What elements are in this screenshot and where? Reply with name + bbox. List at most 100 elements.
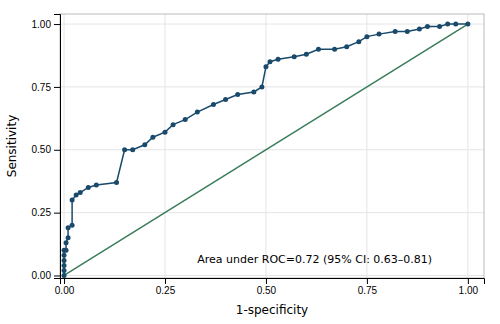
point <box>304 52 309 57</box>
point <box>425 24 430 29</box>
point <box>70 223 75 228</box>
point <box>150 135 155 140</box>
point <box>78 190 83 195</box>
point <box>263 64 268 69</box>
series-line <box>64 24 468 275</box>
tick-label: 1.00 <box>459 285 479 296</box>
point <box>86 185 91 190</box>
tick-mark <box>54 24 60 25</box>
tick-label: 0.50 <box>257 285 277 296</box>
point <box>62 258 67 263</box>
tick-mark <box>54 213 60 214</box>
point <box>445 22 450 27</box>
axis-line <box>54 15 61 279</box>
point <box>94 182 99 187</box>
point <box>70 198 75 203</box>
point <box>62 263 67 268</box>
point <box>316 47 321 52</box>
point <box>235 92 240 97</box>
tick: 0.50 <box>257 278 277 296</box>
tick: 0.25 <box>156 278 176 296</box>
marks <box>62 22 471 278</box>
point <box>405 29 410 34</box>
point <box>211 102 216 107</box>
tick: 1.00 <box>32 19 60 30</box>
chart: 0.00 0.25 0.50 0.75 1.00 0.00 0.25 0.50 0.75 1.00… <box>0 0 500 324</box>
plot-frame <box>60 14 484 278</box>
grid-line <box>60 24 484 25</box>
point <box>364 34 369 39</box>
grid-line <box>265 14 266 278</box>
grid-line <box>60 275 484 276</box>
series-line <box>64 24 468 275</box>
point <box>267 59 272 64</box>
series <box>64 24 468 275</box>
point <box>332 47 337 52</box>
tick-mark <box>54 150 60 151</box>
point <box>171 122 176 127</box>
x-axis-title: 1-specificity <box>236 303 308 317</box>
point <box>64 248 69 253</box>
y-axis: 0.00 0.25 0.50 0.75 1.00 <box>32 15 61 282</box>
tick-mark <box>165 278 166 284</box>
grid-line <box>366 14 367 278</box>
grid-line <box>164 14 165 278</box>
axis-line <box>61 279 485 285</box>
tick-mark <box>64 278 65 284</box>
x-axis: 0.00 0.25 0.50 0.75 1.00 <box>55 278 485 296</box>
point <box>393 29 398 34</box>
grid-line <box>467 14 468 278</box>
grid <box>60 14 484 278</box>
point <box>195 110 200 115</box>
grid-line <box>64 14 65 278</box>
point <box>251 89 256 94</box>
plot: 0.00 0.25 0.50 0.75 1.00 0.00 0.25 0.50 0.75 1.00… <box>32 14 485 296</box>
series <box>62 22 471 278</box>
tick: 0.75 <box>32 82 60 93</box>
tick: 0.00 <box>32 270 60 281</box>
tick-label: 0.00 <box>32 270 52 281</box>
tick-label: 0.75 <box>32 82 52 93</box>
point <box>122 147 127 152</box>
point <box>64 240 69 245</box>
point <box>276 57 281 62</box>
point <box>114 180 119 185</box>
tick: 0.25 <box>32 207 60 218</box>
tick-label: 0.50 <box>32 144 52 155</box>
point <box>417 27 422 32</box>
point <box>62 273 67 278</box>
tick-label: 0.00 <box>55 285 75 296</box>
point <box>223 97 228 102</box>
tick: 1.00 <box>459 278 479 296</box>
tick: 0.00 <box>55 278 75 296</box>
tick-mark <box>367 278 368 284</box>
tick-label: 0.25 <box>32 207 52 218</box>
point <box>344 44 349 49</box>
annotation: Area under ROC=0.72 (95% CI: 0.63–0.81) <box>197 253 432 266</box>
tick-label: 0.75 <box>358 285 378 296</box>
tick-mark <box>54 275 60 276</box>
y-axis-title: Sensitivity <box>5 115 19 177</box>
point <box>62 253 67 258</box>
point <box>259 84 264 89</box>
grid-line <box>60 212 484 213</box>
tick-mark <box>266 278 267 284</box>
point <box>356 39 361 44</box>
tick-mark <box>54 87 60 88</box>
point <box>437 24 442 29</box>
tick-label: 1.00 <box>32 19 52 30</box>
point <box>377 32 382 37</box>
point <box>183 117 188 122</box>
point <box>142 142 147 147</box>
tick-label: 0.25 <box>156 285 176 296</box>
point <box>162 130 167 135</box>
point <box>66 235 71 240</box>
point <box>292 54 297 59</box>
point <box>465 22 470 27</box>
point <box>130 147 135 152</box>
tick-mark <box>468 278 469 284</box>
tick: 0.75 <box>358 278 378 296</box>
point <box>453 22 458 27</box>
point <box>62 268 67 273</box>
grid-line <box>60 86 484 87</box>
